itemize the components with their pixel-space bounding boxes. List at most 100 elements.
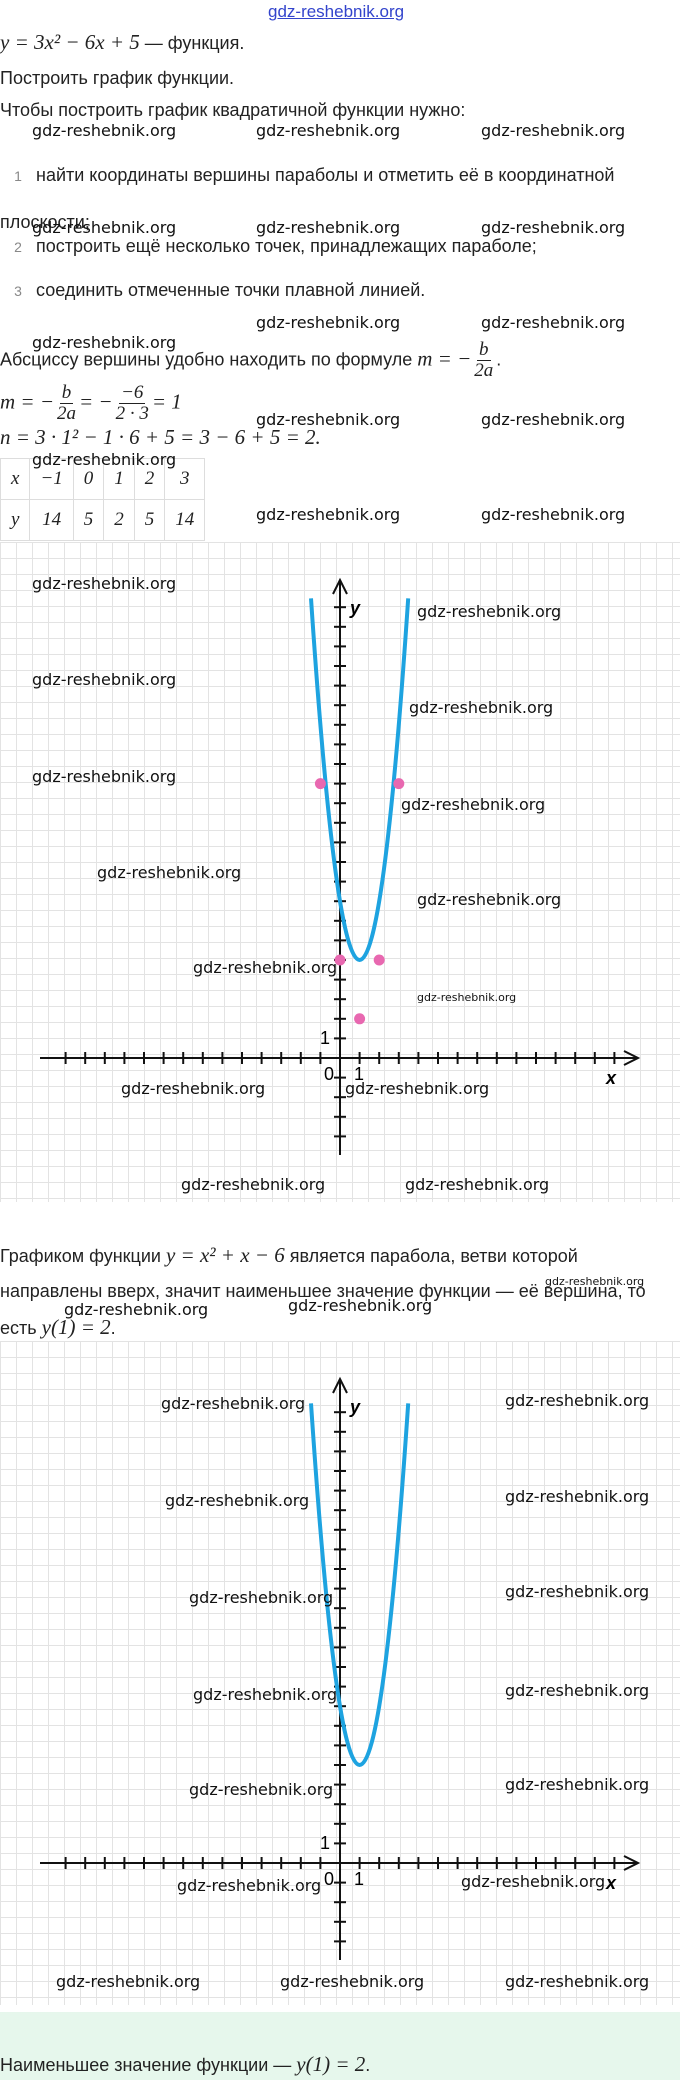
watermark: gdz-reshebnik.org bbox=[256, 410, 401, 429]
table-cell: 14 bbox=[29, 499, 74, 541]
formula: y(1) = 2 bbox=[41, 1315, 111, 1339]
fraction: b 2a bbox=[474, 340, 493, 381]
watermark: gdz-reshebnik.org bbox=[401, 795, 546, 814]
watermark: gdz-reshebnik.org bbox=[481, 410, 626, 429]
y-unit-label: 1 bbox=[320, 1833, 330, 1853]
steps-intro: Чтобы построить график квадратичной функ… bbox=[0, 100, 466, 120]
table-row: y 14 5 2 5 14 bbox=[0, 499, 206, 541]
formula: y = 3x² − 6x + 5 bbox=[0, 30, 140, 54]
watermark: gdz-reshebnik.org bbox=[256, 218, 401, 237]
x-unit-label: 1 bbox=[354, 1869, 364, 1889]
x-label: x bbox=[605, 1873, 617, 1893]
vertex-formula: Абсциссу вершины удобно находить по форм… bbox=[0, 340, 501, 381]
table-cell: x bbox=[0, 458, 31, 500]
watermark: gdz-reshebnik.org bbox=[256, 121, 401, 140]
watermark: gdz-reshebnik.org bbox=[32, 333, 177, 352]
watermark: gdz-reshebnik.org bbox=[165, 1491, 310, 1510]
watermark: gdz-reshebnik.org bbox=[181, 1175, 326, 1194]
table-cell: 5 bbox=[133, 499, 166, 541]
watermark: gdz-reshebnik.org bbox=[121, 1079, 266, 1098]
conclusion: есть y(1) = 2. bbox=[0, 1315, 116, 1340]
step: 1 найти координаты вершины параболы и отм… bbox=[0, 152, 640, 245]
numerator: b bbox=[477, 339, 491, 361]
n-calc: n = 3 · 1² − 1 · 6 + 5 = 3 − 6 + 5 = 2. bbox=[0, 425, 321, 449]
step-number: 1 bbox=[14, 168, 22, 184]
y-unit-label: 1 bbox=[320, 1028, 330, 1048]
formula: y = x² + x − 6 bbox=[165, 1243, 285, 1267]
conclusion: Графиком функции y = x² + x − 6 является… bbox=[0, 1243, 578, 1268]
watermark: gdz-reshebnik.org bbox=[505, 1391, 650, 1410]
watermark: gdz-reshebnik.org bbox=[256, 313, 401, 332]
watermark: gdz-reshebnik.org bbox=[280, 1972, 425, 1991]
end: . bbox=[496, 349, 502, 370]
intro: y = 3x² − 6x + 5 — функция. bbox=[0, 30, 244, 55]
point bbox=[334, 954, 346, 966]
watermark: gdz-reshebnik.org bbox=[417, 602, 562, 621]
point bbox=[373, 954, 385, 966]
answer: Наименьшее значение функции — y(1) = 2. bbox=[0, 2052, 370, 2077]
x-unit-label: 1 bbox=[354, 1064, 364, 1084]
text: . bbox=[365, 2055, 371, 2075]
conclusion: направлены вверх, значит наименьшее знач… bbox=[0, 1281, 646, 1301]
formula: m = − bbox=[417, 346, 472, 371]
numerator: b bbox=[59, 382, 74, 404]
origin-label: 0 bbox=[324, 1869, 334, 1889]
step-text: построить ещё несколько точек, принадлеж… bbox=[36, 236, 537, 256]
table-row: x −1 0 1 2 3 bbox=[0, 458, 206, 500]
watermark: gdz-reshebnik.org bbox=[417, 991, 517, 1004]
watermark: gdz-reshebnik.org bbox=[481, 313, 626, 332]
y-arrow bbox=[332, 577, 348, 595]
formula: = − bbox=[79, 389, 113, 414]
watermark: gdz-reshebnik.org bbox=[64, 1300, 209, 1319]
watermark: gdz-reshebnik.org bbox=[97, 863, 242, 882]
text: является парабола, ветви которой bbox=[289, 1246, 578, 1266]
x-label: x bbox=[605, 1068, 617, 1088]
denominator: 2 · 3 bbox=[115, 403, 149, 424]
watermark: gdz-reshebnik.org bbox=[481, 218, 626, 237]
fraction: b 2a bbox=[57, 383, 76, 424]
table-cell: y bbox=[0, 499, 31, 541]
step: 3 соединить отмеченные точки плавной лини… bbox=[0, 278, 425, 303]
step: 2 построить ещё несколько точек, принадле… bbox=[0, 234, 537, 259]
origin-label: 0 bbox=[324, 1064, 334, 1084]
watermark: gdz-reshebnik.org bbox=[288, 1296, 433, 1315]
formula: m = − bbox=[0, 389, 55, 414]
table-cell: 1 bbox=[103, 458, 135, 500]
watermark: gdz-reshebnik.org bbox=[405, 1175, 550, 1194]
watermark: gdz-reshebnik.org bbox=[177, 1876, 322, 1895]
watermark: gdz-reshebnik.org bbox=[409, 698, 554, 717]
site-link[interactable]: gdz-reshebnik.org bbox=[268, 2, 405, 21]
parabola bbox=[309, 598, 411, 962]
watermark: gdz-reshebnik.org bbox=[189, 1780, 334, 1799]
graph: 110 xy bbox=[40, 1376, 641, 1960]
answer-box bbox=[0, 2012, 680, 2080]
table-cell: 5 bbox=[72, 499, 105, 541]
formula: = 1 bbox=[151, 389, 182, 414]
table-cell: 3 bbox=[164, 458, 206, 500]
watermark: gdz-reshebnik.org bbox=[161, 1394, 306, 1413]
y-label: y bbox=[349, 1397, 361, 1417]
watermark: gdz-reshebnik.org bbox=[256, 505, 401, 524]
watermark: gdz-reshebnik.org bbox=[32, 767, 177, 786]
watermark: gdz-reshebnik.org bbox=[193, 958, 338, 977]
watermark: gdz-reshebnik.org bbox=[505, 1775, 650, 1794]
denominator: 2a bbox=[474, 360, 494, 381]
watermark: gdz-reshebnik.org bbox=[417, 890, 562, 909]
step-number: 3 bbox=[14, 283, 22, 299]
value-table: x −1 0 1 2 3 y 14 5 2 5 14 bbox=[0, 458, 206, 541]
text: Графиком функции bbox=[0, 1246, 161, 1266]
watermark: gdz-reshebnik.org bbox=[461, 1872, 606, 1891]
task: Построить график функции. bbox=[0, 68, 235, 88]
step-text: найти координаты вершины параболы и отме… bbox=[0, 165, 615, 232]
formula: y(1) = 2 bbox=[296, 2052, 366, 2076]
watermark: gdz-reshebnik.org bbox=[32, 450, 177, 469]
table-cell: −1 bbox=[29, 458, 74, 500]
step-text: соединить отмеченные точки плавной линие… bbox=[36, 280, 426, 300]
m-calc: m = − b 2a = − −6 2 · 3 = 1 bbox=[0, 383, 182, 424]
text: Наименьшее значение функции — bbox=[0, 2055, 292, 2075]
intro-text: — функция. bbox=[139, 33, 245, 53]
parabola bbox=[309, 1403, 411, 1767]
watermark: gdz-reshebnik.org bbox=[193, 1685, 338, 1704]
text: Абсциссу вершины удобно находить по форм… bbox=[0, 349, 413, 370]
